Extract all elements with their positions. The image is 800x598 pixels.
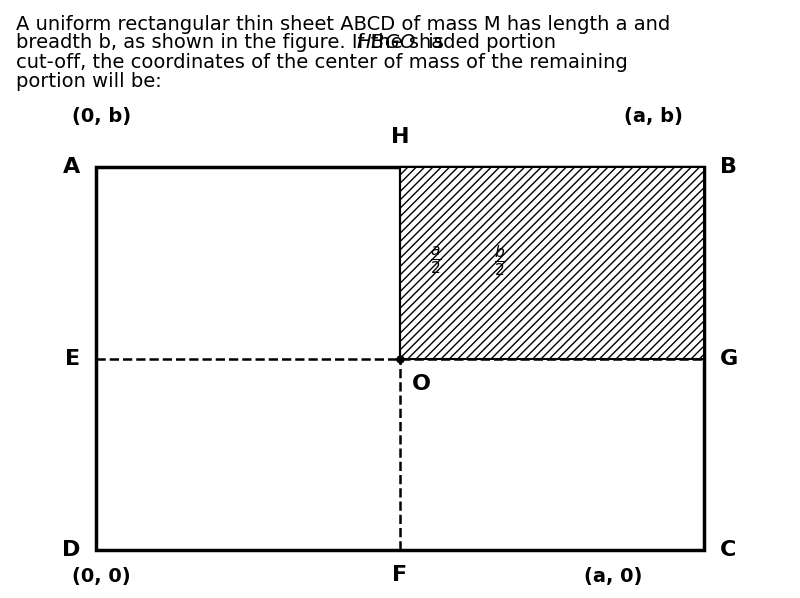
Text: (0, 0): (0, 0): [72, 567, 130, 586]
Text: O: O: [412, 374, 431, 393]
Text: A uniform rectangular thin sheet ABCD of mass M has length a and: A uniform rectangular thin sheet ABCD of…: [16, 15, 670, 34]
Text: (a, 0): (a, 0): [584, 567, 642, 586]
Text: $\frac{a}{2}$: $\frac{a}{2}$: [430, 244, 442, 276]
Text: E: E: [65, 349, 80, 369]
Text: B: B: [720, 157, 737, 178]
Text: is: is: [422, 33, 444, 52]
Text: (a, b): (a, b): [624, 106, 683, 126]
Text: (0, b): (0, b): [72, 106, 131, 126]
Text: F: F: [393, 565, 407, 585]
Bar: [400, 167, 704, 359]
Text: $\frac{b}{2}$: $\frac{b}{2}$: [494, 243, 506, 277]
Text: A: A: [62, 157, 80, 178]
Text: $\mathit{HBGO}$: $\mathit{HBGO}$: [356, 33, 416, 52]
Text: H: H: [390, 127, 410, 147]
Text: C: C: [720, 540, 736, 560]
Bar: [96, 167, 704, 550]
Text: G: G: [720, 349, 738, 369]
Text: cut-off, the coordinates of the center of mass of the remaining: cut-off, the coordinates of the center o…: [16, 53, 628, 72]
Text: breadth b, as shown in the figure. If the shaded portion: breadth b, as shown in the figure. If th…: [16, 33, 562, 52]
Text: portion will be:: portion will be:: [16, 72, 162, 91]
Text: D: D: [62, 540, 80, 560]
